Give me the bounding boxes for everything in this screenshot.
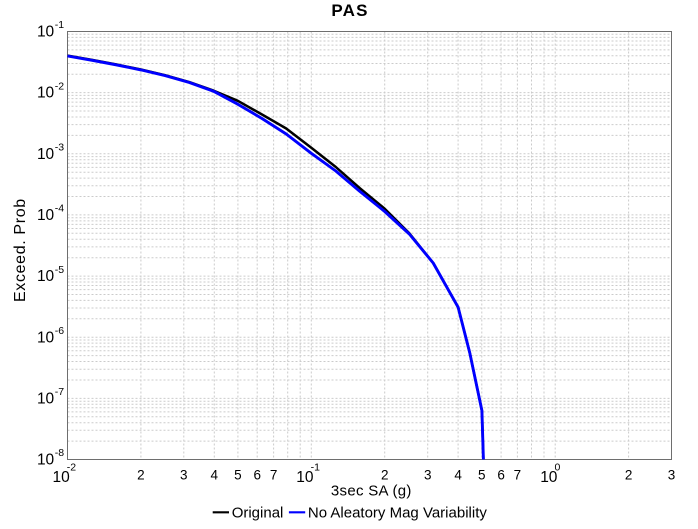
svg-text:6: 6 bbox=[497, 467, 505, 482]
svg-text:10: 10 bbox=[296, 469, 314, 486]
svg-text:-4: -4 bbox=[55, 203, 64, 215]
svg-text:3sec SA (g): 3sec SA (g) bbox=[331, 482, 412, 499]
svg-text:10: 10 bbox=[37, 207, 55, 224]
svg-text:-2: -2 bbox=[67, 461, 76, 473]
svg-text:10: 10 bbox=[37, 391, 55, 408]
svg-text:No Aleatory Mag Variability: No Aleatory Mag Variability bbox=[308, 505, 487, 522]
svg-text:10: 10 bbox=[53, 469, 71, 486]
svg-text:2: 2 bbox=[625, 467, 633, 482]
svg-text:10: 10 bbox=[37, 85, 55, 102]
svg-text:-8: -8 bbox=[55, 447, 64, 459]
svg-text:3: 3 bbox=[668, 467, 676, 482]
svg-text:4: 4 bbox=[211, 467, 219, 482]
svg-text:10: 10 bbox=[37, 329, 55, 346]
svg-text:6: 6 bbox=[253, 467, 261, 482]
svg-text:-6: -6 bbox=[55, 325, 64, 337]
svg-text:10: 10 bbox=[37, 268, 55, 285]
svg-text:2: 2 bbox=[381, 467, 389, 482]
svg-text:7: 7 bbox=[514, 467, 522, 482]
svg-text:10: 10 bbox=[37, 452, 55, 469]
svg-text:-5: -5 bbox=[55, 264, 64, 276]
svg-text:7: 7 bbox=[270, 467, 278, 482]
svg-text:-2: -2 bbox=[55, 80, 64, 92]
svg-text:Exceed. Prob: Exceed. Prob bbox=[12, 198, 29, 302]
svg-text:-3: -3 bbox=[55, 142, 64, 154]
svg-text:4: 4 bbox=[454, 467, 462, 482]
svg-text:-7: -7 bbox=[55, 386, 64, 398]
svg-text:-1: -1 bbox=[55, 19, 64, 31]
svg-text:3: 3 bbox=[424, 467, 432, 482]
svg-text:PAS: PAS bbox=[331, 1, 368, 20]
svg-text:3: 3 bbox=[180, 467, 188, 482]
svg-text:0: 0 bbox=[555, 461, 561, 473]
svg-text:10: 10 bbox=[37, 146, 55, 163]
svg-text:10: 10 bbox=[540, 469, 558, 486]
svg-text:2: 2 bbox=[137, 467, 145, 482]
svg-text:10: 10 bbox=[37, 24, 55, 41]
svg-text:5: 5 bbox=[234, 467, 242, 482]
svg-text:5: 5 bbox=[478, 467, 486, 482]
svg-text:-1: -1 bbox=[311, 461, 320, 473]
svg-text:Original: Original bbox=[232, 505, 284, 522]
